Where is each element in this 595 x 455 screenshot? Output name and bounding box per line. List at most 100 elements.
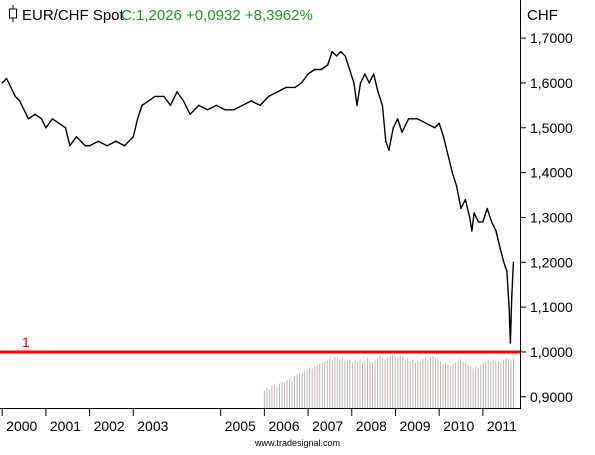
- price-point: [276, 91, 279, 93]
- price-point: [344, 55, 346, 57]
- price-point: [224, 109, 226, 111]
- price-point: [45, 127, 47, 129]
- y-axis-unit-label: CHF: [527, 7, 558, 24]
- price-point: [27, 118, 30, 120]
- price-point: [320, 68, 322, 71]
- price-point: [215, 104, 218, 107]
- price-point: [451, 171, 453, 174]
- x-tick-label: 2000: [6, 418, 37, 434]
- price-point: [434, 127, 436, 129]
- watermark-text: www.tradesignal.com: [254, 438, 340, 448]
- price-point: [388, 149, 390, 151]
- price-point: [88, 145, 91, 147]
- price-point: [250, 100, 252, 102]
- price-point: [58, 122, 60, 124]
- price-point: [447, 153, 449, 156]
- price-point: [259, 104, 261, 107]
- price-point: [154, 95, 156, 98]
- price-point: [147, 100, 150, 102]
- chart-header: EUR/CHF Spot C:1,2026 +0,0932 +8,3962%: [9, 5, 313, 24]
- price-point: [396, 118, 399, 120]
- price-point: [486, 207, 488, 210]
- price-point: [1, 82, 3, 84]
- y-tick-label: 1,7000: [530, 30, 573, 46]
- price-point: [141, 104, 143, 107]
- y-tick-label: 1,5000: [530, 120, 573, 136]
- price-point: [438, 122, 440, 124]
- price-point: [473, 212, 475, 214]
- price-point: [377, 91, 379, 93]
- price-point: [510, 297, 513, 299]
- price-point: [294, 86, 296, 89]
- price-point: [327, 64, 329, 66]
- instrument-icon[interactable]: [9, 5, 17, 22]
- x-tick-label: 2002: [94, 418, 125, 434]
- price-point: [512, 261, 515, 263]
- x-tick-label: 2001: [50, 418, 81, 434]
- price-point: [416, 118, 419, 120]
- y-tick-label: 1,1000: [530, 299, 573, 315]
- price-point: [353, 82, 355, 84]
- price-point: [182, 100, 185, 102]
- price-point: [23, 109, 25, 111]
- price-point: [407, 118, 410, 120]
- y-tick-label: 1,6000: [530, 75, 573, 91]
- x-tick-label: 2003: [137, 418, 168, 434]
- y-tick-label: 1,2000: [530, 254, 573, 270]
- price-point: [163, 95, 165, 98]
- reference-line-layer: 1: [0, 334, 520, 354]
- y-axis: 0,9000 1,0000 1,1000 1,2000 1,3000 1,4000 1,50…: [520, 30, 573, 405]
- price-point: [335, 55, 338, 57]
- price-point: [356, 104, 358, 107]
- price-point: [233, 109, 235, 111]
- price-point: [132, 136, 134, 138]
- price-point: [482, 221, 484, 223]
- price-point: [340, 50, 342, 53]
- price-point: [5, 77, 8, 80]
- price-point: [123, 145, 126, 147]
- price-point: [136, 118, 139, 120]
- x-tick-label: 2005: [225, 418, 256, 434]
- price-point: [495, 230, 497, 232]
- price-point: [401, 131, 403, 133]
- price-point: [381, 104, 384, 107]
- price-point: [18, 100, 21, 102]
- price-point: [64, 127, 67, 129]
- price-point: [285, 86, 287, 89]
- y-tick-label: 1,3000: [530, 209, 573, 225]
- price-point: [469, 216, 471, 219]
- x-tick-label: 2010: [443, 418, 474, 434]
- y-tick-label: 1,0000: [530, 344, 573, 360]
- price-point: [368, 82, 370, 84]
- x-tick-label: 2007: [312, 418, 343, 434]
- price-point: [442, 136, 445, 138]
- price-point: [348, 68, 351, 71]
- x-axis: 2000 2001 2002 2003 2005 2006 2007 2008 2009 2010…: [1, 408, 517, 434]
- reference-line-label: 1: [22, 334, 30, 350]
- price-point: [477, 221, 480, 223]
- price-point: [307, 73, 309, 75]
- price-point: [364, 73, 366, 75]
- y-tick-label: 1,4000: [530, 165, 573, 181]
- price-point: [392, 127, 394, 129]
- price-point: [490, 221, 493, 223]
- price-point: [425, 122, 427, 124]
- price-point: [331, 50, 333, 53]
- price-point: [84, 145, 86, 147]
- price-point: [509, 342, 512, 344]
- price-point: [268, 95, 270, 98]
- price-point: [169, 104, 172, 107]
- price-point: [51, 118, 54, 120]
- price-point: [34, 113, 36, 116]
- price-point: [206, 109, 209, 111]
- price-point: [503, 261, 505, 263]
- plot-frame: [0, 0, 521, 409]
- price-point: [313, 68, 316, 71]
- x-tick-label: 2009: [399, 418, 430, 434]
- price-point: [359, 82, 362, 84]
- price-point: [241, 104, 244, 107]
- price-point: [189, 113, 191, 116]
- price-point: [176, 91, 178, 93]
- price-point: [464, 198, 467, 201]
